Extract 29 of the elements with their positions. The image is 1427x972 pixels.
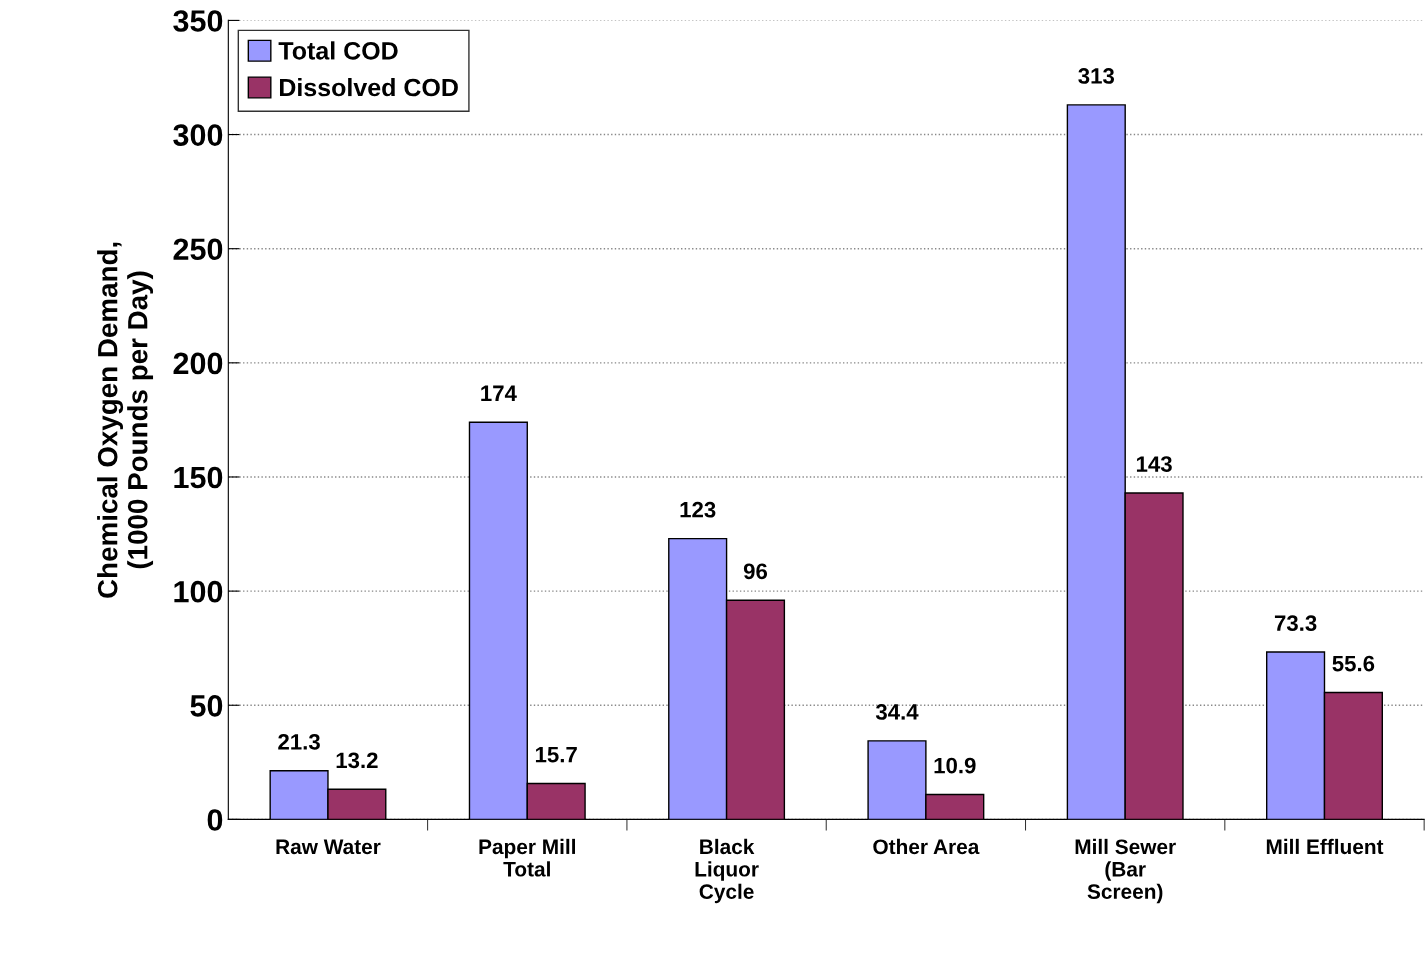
- y-tick-label: 250: [173, 238, 223, 261]
- x-tick-label: Other Area: [873, 838, 980, 855]
- x-tick-label: Paper Mill Total: [479, 838, 576, 877]
- legend-label: Dissolved COD: [279, 77, 458, 97]
- data-label: 15.7: [535, 746, 577, 763]
- y-tick-label: 50: [190, 694, 223, 717]
- legend-label: Total COD: [278, 41, 398, 60]
- data-label: 13.2: [336, 752, 378, 769]
- x-tick-label: Raw Water: [276, 839, 381, 855]
- data-label: 313: [1078, 68, 1115, 84]
- data-label: 73.3: [1274, 615, 1317, 632]
- data-label: 96: [743, 563, 768, 580]
- y-tick-label: 150: [174, 466, 223, 489]
- y-axis-title: Chemical Oxygen Demand, (1000 Pounds per Day): [97, 242, 154, 598]
- x-tick-label: Mill Effluent: [1266, 838, 1384, 855]
- data-label: 10.9: [934, 757, 976, 774]
- y-tick-label: 0: [207, 809, 223, 831]
- data-label: 174: [481, 385, 517, 401]
- y-tick-label: 200: [173, 352, 223, 375]
- data-label: 123: [680, 501, 716, 518]
- data-label: 34.4: [875, 704, 919, 720]
- data-label: 21.3: [278, 733, 320, 750]
- data-label: 55.6: [1332, 655, 1375, 672]
- x-tick-label: Black Liquor Cycle: [695, 838, 759, 904]
- y-tick-label: 100: [174, 580, 223, 603]
- y-tick-label: 350: [173, 10, 223, 32]
- x-tick-label: Mill Sewer (Bar Screen): [1075, 838, 1176, 904]
- y-tick-label: 300: [173, 124, 223, 146]
- data-label: 143: [1136, 456, 1172, 472]
